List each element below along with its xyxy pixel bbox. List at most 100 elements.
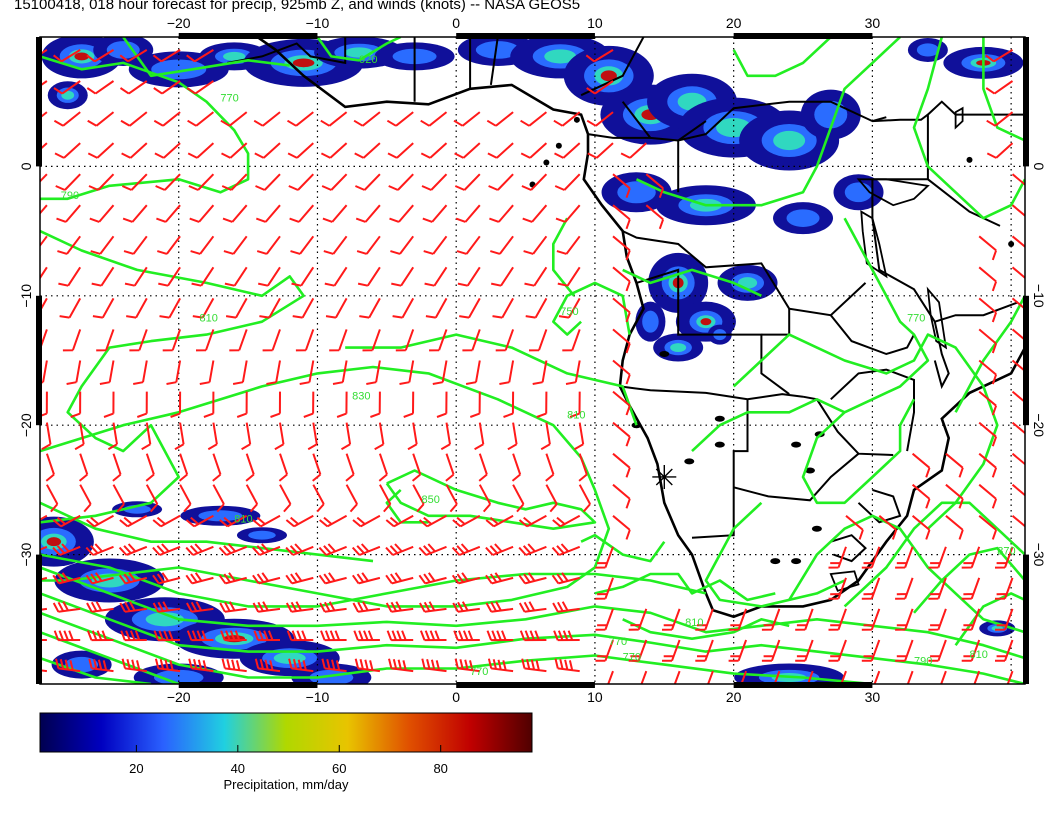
precip-cell [236,527,287,544]
wind-barb [795,608,814,631]
wind-barb [225,297,248,319]
wind-barb [540,422,551,451]
wind-barb [99,360,115,385]
wind-barb [456,235,481,255]
wind-barb [212,484,225,513]
wind-barb [485,601,514,613]
frame-bar-top [733,33,873,39]
wind-barb [928,608,947,631]
wind-barb [994,608,1014,631]
lake-outline [860,210,888,279]
wind-barb [545,453,555,482]
wind-barb [486,630,514,642]
wind-barb [553,630,580,642]
wind-barb [518,601,547,613]
inland-feature [811,525,822,532]
wind-barb [978,452,998,478]
wind-barb [569,391,581,418]
contour-labels: 790 810 830 810 850 810 810 770 770 790 810 870 770 7… [61,54,1016,678]
wind-barb [485,514,514,528]
wind-barb [119,601,147,613]
wind-barb [707,670,714,684]
wind-barb [119,80,148,95]
island [555,142,562,149]
wind-barb [828,639,847,662]
wind-barb [112,453,122,482]
wind-barb [661,608,681,631]
colorbar-tick-label: 60 [332,761,346,776]
wind-barb [379,484,392,513]
contour-label: 770 [623,652,641,664]
wind-barb [53,630,81,642]
wind-barb [312,453,322,482]
wind-barb [994,546,1014,569]
wind-barb [612,421,631,447]
wind-barb [840,670,847,684]
frame-bar-bottom [456,682,595,688]
wind-barb [320,111,348,127]
wind-barb [351,543,381,556]
wind-barb [92,297,115,319]
wind-barb [245,453,255,482]
wind-barb [553,111,581,127]
wind-barb [236,391,248,418]
wind-barb [40,142,48,151]
colorbar-tick-label: 40 [231,761,245,776]
wind-barb [52,49,81,63]
wind-barb [525,297,548,319]
wind-barb [356,235,381,255]
wind-barb [78,453,89,482]
country-border [872,113,929,123]
wind-barb [1011,173,1025,186]
wind-barb [112,484,125,513]
wind-barb [262,329,281,352]
wind-barb [673,670,681,684]
lon-tick-label-top: 20 [726,15,742,31]
wind-barb [612,266,631,292]
wind-barb [552,514,581,528]
wind-barb [455,204,481,223]
contour-label: 920 [359,54,377,66]
wind-barb [595,639,614,662]
height-contour [40,611,873,684]
wind-barb [985,49,1014,63]
island [543,159,550,166]
wind-barb [424,266,448,287]
wind-barb [1011,235,1025,249]
height-contour [122,37,290,78]
wind-barb [612,452,631,478]
wind-barb [1011,297,1025,311]
wind-barb [222,204,248,223]
wind-barb [454,658,480,673]
wind-barb [55,173,81,191]
wind-barb [536,391,548,418]
height-contour [580,533,666,563]
height-contour [40,566,1025,660]
wind-barb [978,390,998,416]
wind-barb [266,360,281,385]
wind-barb [288,173,315,191]
wind-barb [303,391,315,418]
wind-barb [986,111,1014,127]
island [573,116,580,123]
country-border [636,268,790,395]
precip-cell [773,202,834,235]
wind-barb [152,514,181,528]
wind-barb [253,630,281,642]
wind-barb [241,422,252,451]
wind-barb [53,111,81,127]
wind-barb [252,514,281,528]
wind-barb [492,297,514,319]
country-border [926,100,1025,180]
height-contour [704,501,846,608]
wind-barb [499,360,515,385]
height-contour [40,656,152,684]
wind-barb [87,111,115,127]
wind-barb [86,601,114,613]
wind-barb [432,360,448,385]
wind-barb [895,608,914,631]
wind-barb [911,515,931,540]
wind-barb [645,173,665,199]
height-contour [385,469,597,531]
lon-tick-label-bottom: 20 [726,689,742,705]
